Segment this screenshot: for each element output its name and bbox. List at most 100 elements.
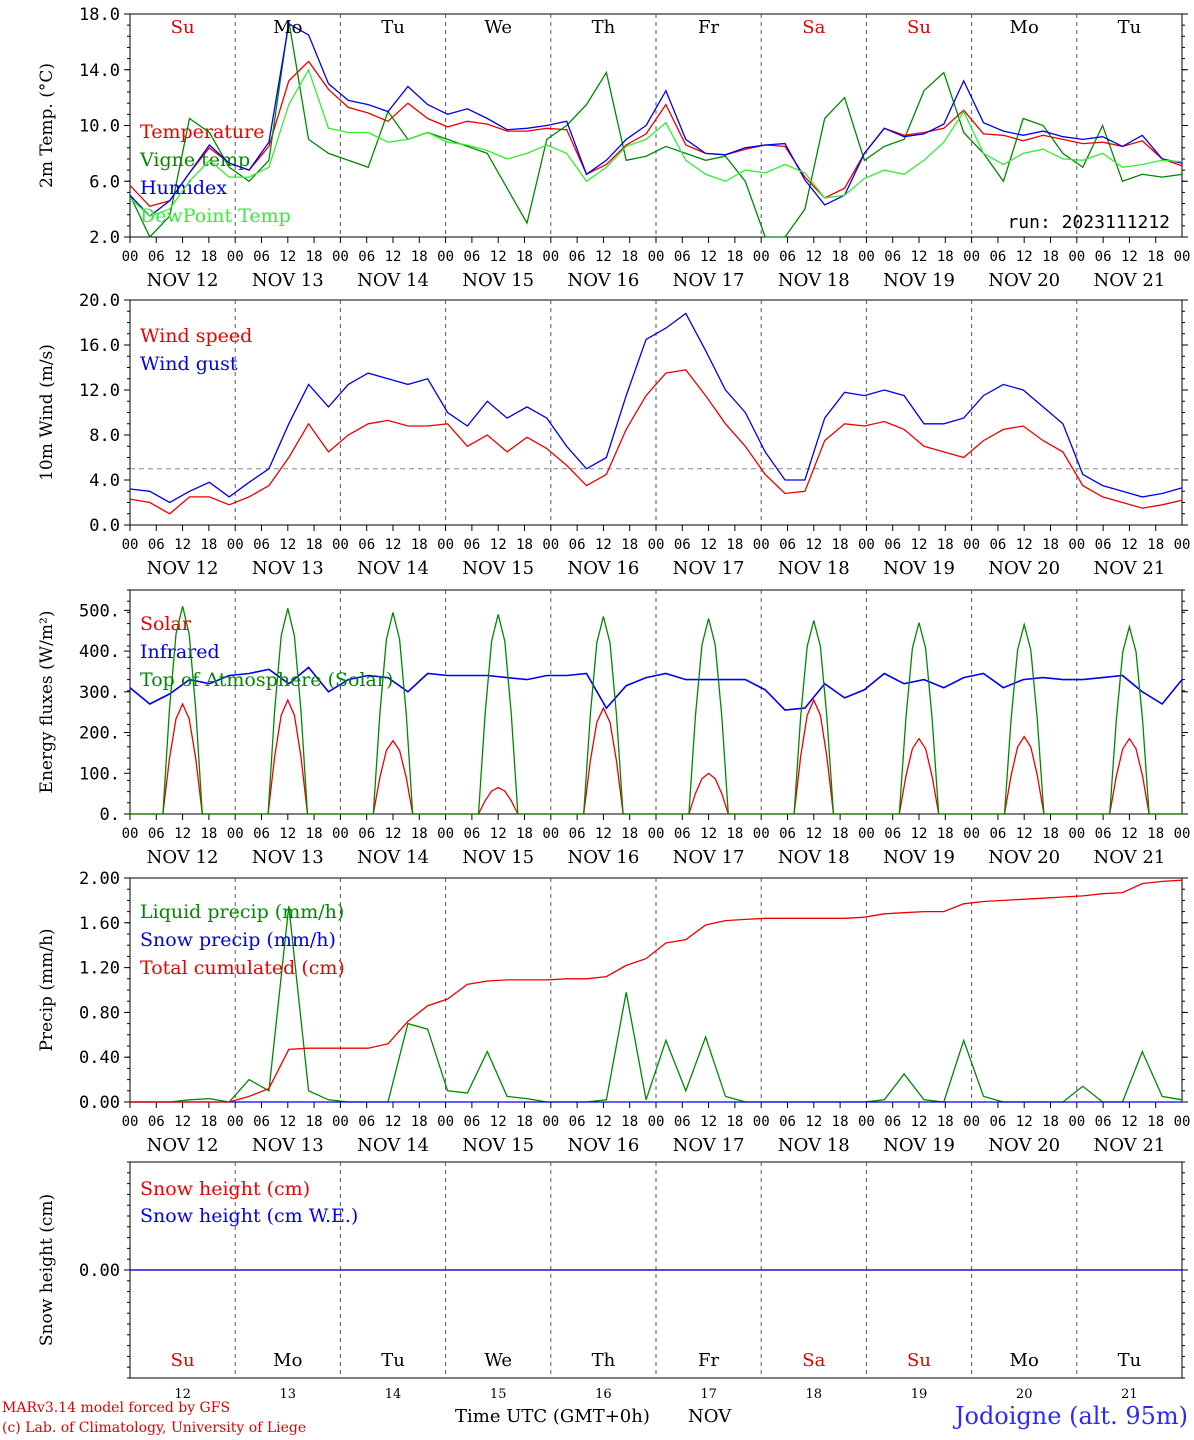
hour-tick-label: 12 (805, 537, 822, 553)
hour-tick-label: 12 (174, 1114, 191, 1130)
date-label: NOV 14 (357, 558, 429, 579)
station-name: Jodoigne (alt. 95m) (954, 1402, 1188, 1430)
hour-tick-label: 00 (648, 1114, 665, 1130)
date-label: NOV 13 (252, 270, 324, 291)
y-tick-label: 8.0 (89, 426, 120, 446)
hour-tick-label: 00 (332, 1114, 349, 1130)
hour-tick-label: 12 (700, 826, 717, 842)
y-tick-label: 12.0 (79, 381, 120, 401)
hour-tick-label: 18 (306, 826, 323, 842)
hour-tick-label: 12 (595, 1114, 612, 1130)
date-label: NOV 18 (778, 270, 850, 291)
weekday-label-top: Tu (381, 17, 405, 38)
hour-tick-label: 12 (911, 826, 928, 842)
hour-tick-label: 06 (463, 1114, 480, 1130)
y-tick-label: 0.40 (79, 1048, 120, 1068)
y-tick-label: 16.0 (79, 336, 120, 356)
legend-label: Total cumulated (cm) (140, 957, 345, 979)
legend-label: Solar (140, 613, 192, 635)
hour-tick-label: 18 (832, 537, 849, 553)
y-axis-label: Snow height (cm) (37, 1194, 57, 1346)
hour-tick-label: 06 (148, 826, 165, 842)
hour-tick-label: 18 (621, 249, 638, 265)
date-label: NOV 20 (988, 1135, 1060, 1156)
hour-tick-label: 12 (174, 537, 191, 553)
weekday-label-bottom: We (484, 1350, 512, 1371)
hour-tick-label: 06 (884, 537, 901, 553)
hour-tick-label: 00 (648, 826, 665, 842)
hour-tick-label: 18 (200, 537, 217, 553)
y-axis-label: Energy fluxes (W/m²) (37, 611, 57, 794)
series-wind-speed (129, 369, 1183, 515)
date-label: NOV 17 (673, 1135, 745, 1156)
hour-tick-label: 12 (279, 826, 296, 842)
hour-tick-label: 12 (911, 1114, 928, 1130)
hour-tick-label: 12 (595, 249, 612, 265)
hour-tick-label: 12 (700, 537, 717, 553)
date-label: NOV 21 (1093, 1135, 1165, 1156)
date-label: NOV 12 (147, 270, 219, 291)
date-label: NOV 19 (883, 558, 955, 579)
hour-tick-label: 00 (1068, 1114, 1085, 1130)
series-infrared (129, 666, 1183, 711)
y-tick-label: 500. (79, 601, 120, 621)
date-label: NOV 21 (1093, 270, 1165, 291)
series-temperature (129, 60, 1183, 208)
day-number: 16 (595, 1387, 612, 1402)
day-number: 15 (490, 1387, 507, 1402)
hour-tick-label: 06 (358, 826, 375, 842)
legend-label: Temperature (140, 121, 264, 143)
hour-tick-label: 00 (122, 826, 139, 842)
weekday-label-top: Mo (1010, 17, 1039, 38)
hour-tick-label: 00 (227, 537, 244, 553)
legend-label: DewPoint Temp (140, 205, 291, 227)
weekday-label-top: Fr (698, 17, 719, 38)
y-axis-label: Precip (mm/h) (37, 928, 57, 1051)
day-number: 21 (1121, 1387, 1138, 1402)
hour-tick-label: 00 (858, 537, 875, 553)
day-number: 12 (174, 1387, 191, 1402)
hour-tick-label: 00 (858, 826, 875, 842)
hour-tick-label: 00 (753, 537, 770, 553)
hour-tick-label: 00 (963, 249, 980, 265)
date-label: NOV 21 (1093, 847, 1165, 868)
hour-tick-label: 18 (832, 1114, 849, 1130)
hour-tick-label: 18 (726, 826, 743, 842)
hour-tick-label: 00 (753, 1114, 770, 1130)
y-tick-label: 4.0 (89, 471, 120, 491)
hour-tick-label: 18 (516, 1114, 533, 1130)
hour-tick-label: 06 (148, 1114, 165, 1130)
hour-tick-label: 18 (1147, 826, 1164, 842)
hour-tick-label: 12 (911, 537, 928, 553)
hour-tick-label: 12 (1016, 1114, 1033, 1130)
hour-tick-label: 06 (463, 826, 480, 842)
weekday-label-top: Th (592, 17, 616, 38)
hour-tick-label: 18 (1042, 1114, 1059, 1130)
weekday-label-bottom: Fr (698, 1350, 719, 1371)
hour-tick-label: 06 (569, 826, 586, 842)
hour-tick-label: 06 (779, 249, 796, 265)
hour-tick-label: 12 (490, 249, 507, 265)
hour-tick-label: 06 (253, 1114, 270, 1130)
series-wind-gust (129, 312, 1183, 504)
hour-tick-label: 06 (674, 537, 691, 553)
hour-tick-label: 18 (516, 537, 533, 553)
hour-tick-label: 06 (358, 249, 375, 265)
hour-tick-label: 00 (1174, 1114, 1191, 1130)
date-label: NOV 16 (567, 847, 639, 868)
hour-tick-label: 12 (279, 1114, 296, 1130)
date-label: NOV 14 (357, 847, 429, 868)
hour-tick-label: 12 (1016, 249, 1033, 265)
legend-label: Wind speed (140, 325, 252, 347)
hour-tick-label: 00 (437, 826, 454, 842)
date-label: NOV 15 (462, 270, 534, 291)
hour-tick-label: 12 (805, 1114, 822, 1130)
hour-tick-label: 18 (937, 1114, 954, 1130)
hour-tick-label: 12 (385, 1114, 402, 1130)
y-tick-label: 2.0 (89, 228, 120, 248)
hour-tick-label: 06 (253, 537, 270, 553)
hour-tick-label: 06 (989, 826, 1006, 842)
date-label: NOV 14 (357, 1135, 429, 1156)
weekday-label-top: Su (907, 17, 931, 38)
hour-tick-label: 18 (411, 1114, 428, 1130)
